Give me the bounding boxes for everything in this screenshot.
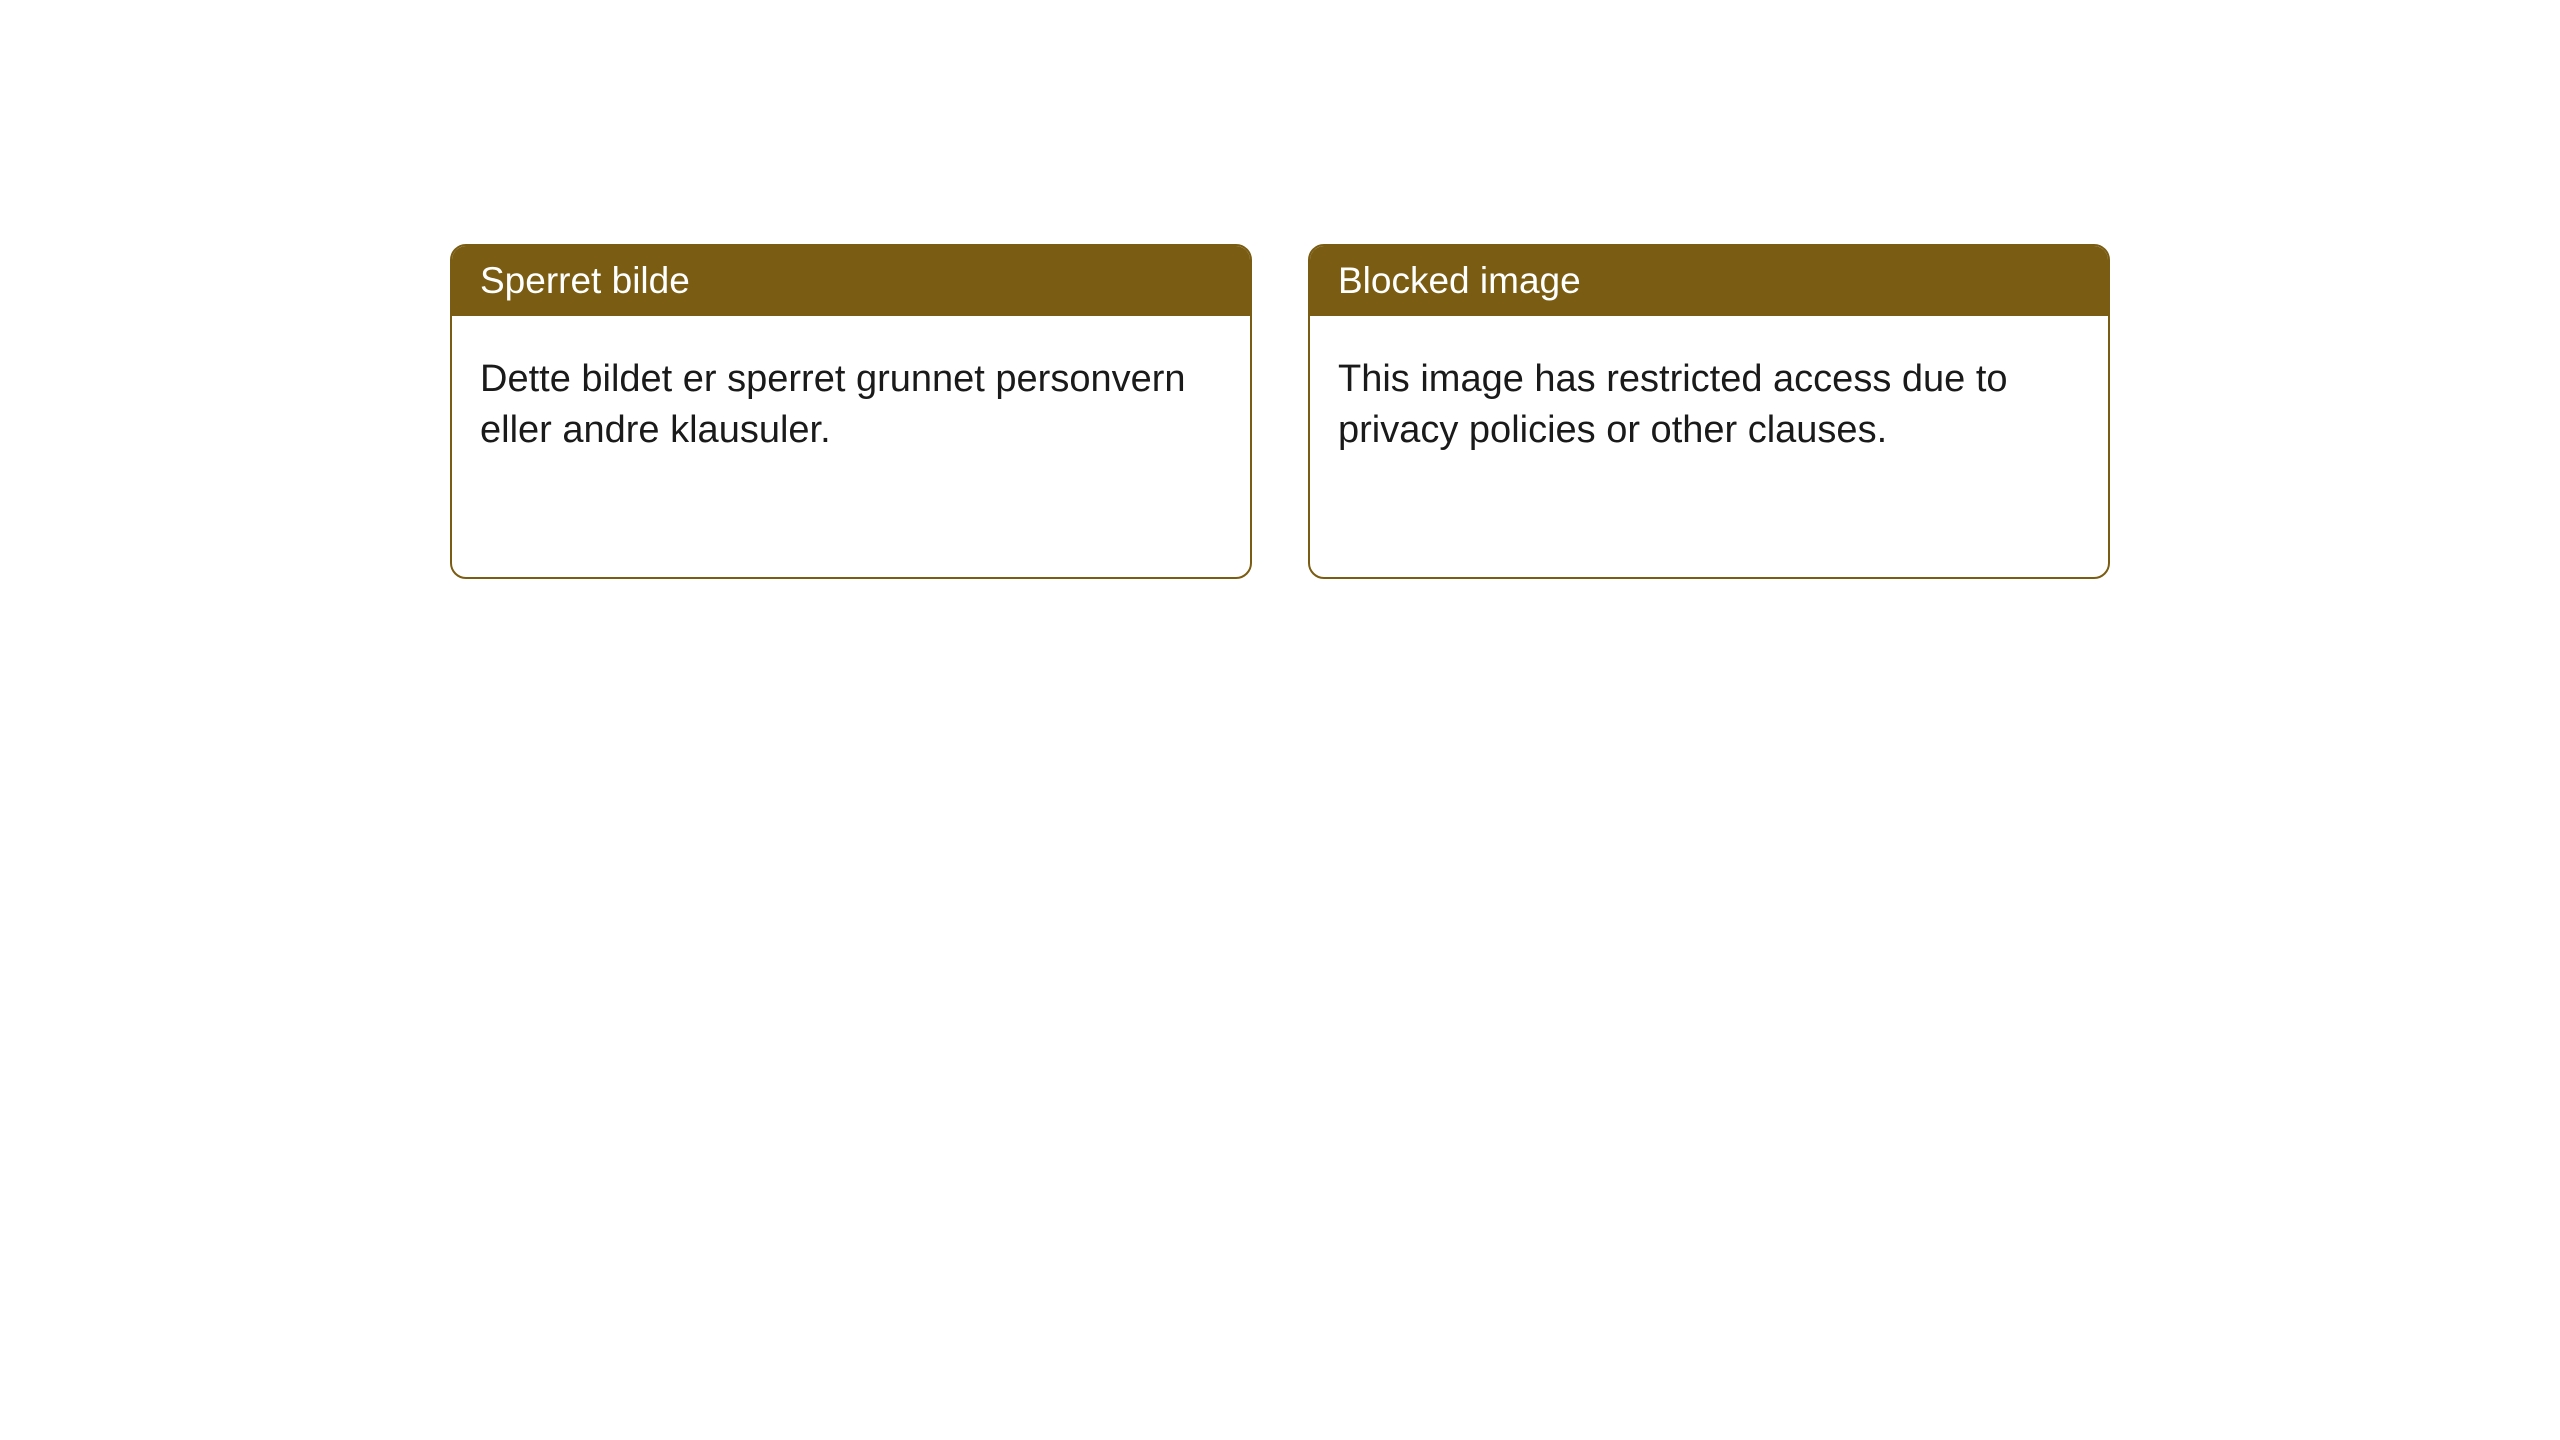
notice-card-body: This image has restricted access due to … — [1310, 316, 2108, 495]
notice-card-english: Blocked image This image has restricted … — [1308, 244, 2110, 579]
notice-card-header: Blocked image — [1310, 246, 2108, 316]
notice-card-norwegian: Sperret bilde Dette bildet er sperret gr… — [450, 244, 1252, 579]
notice-card-body: Dette bildet er sperret grunnet personve… — [452, 316, 1250, 495]
notice-title: Sperret bilde — [480, 260, 690, 301]
notice-body-text: Dette bildet er sperret grunnet personve… — [480, 358, 1186, 451]
notice-title: Blocked image — [1338, 260, 1581, 301]
notice-body-text: This image has restricted access due to … — [1338, 358, 2008, 451]
notice-container: Sperret bilde Dette bildet er sperret gr… — [450, 244, 2110, 579]
notice-card-header: Sperret bilde — [452, 246, 1250, 316]
